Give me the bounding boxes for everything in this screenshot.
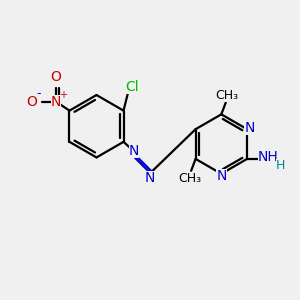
Text: N: N	[145, 171, 155, 185]
Text: CH₃: CH₃	[178, 172, 201, 185]
Text: CH₃: CH₃	[216, 88, 239, 101]
Text: H: H	[276, 159, 285, 172]
Text: O: O	[26, 95, 37, 109]
Text: +: +	[58, 90, 67, 100]
Text: N: N	[244, 121, 255, 135]
Text: -: -	[36, 87, 40, 100]
Text: O: O	[51, 70, 62, 84]
Text: NH: NH	[257, 150, 278, 164]
Text: N: N	[129, 144, 139, 158]
Text: N: N	[216, 169, 226, 183]
Text: Cl: Cl	[126, 80, 139, 94]
Text: N: N	[51, 95, 61, 109]
